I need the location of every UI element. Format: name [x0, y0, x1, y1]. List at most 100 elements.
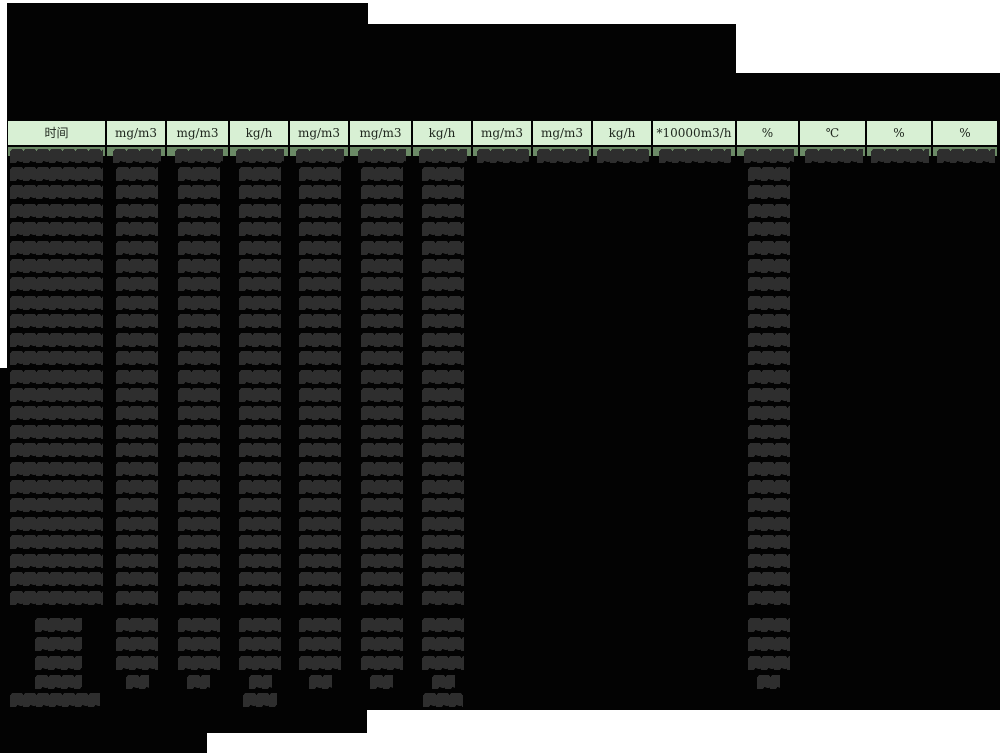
redacted-cell-value	[422, 314, 464, 329]
redacted-cell-value	[299, 222, 341, 237]
redacted-cell-value	[187, 675, 210, 689]
redacted-cell-value	[360, 387, 403, 402]
redacted-cell-value	[239, 314, 281, 329]
redacted-cell-value	[299, 553, 341, 568]
redacted-cell-value	[422, 406, 464, 421]
redacted-cell-value	[239, 185, 281, 200]
redacted-cell-value	[177, 351, 220, 366]
redacted-timestamp	[10, 535, 103, 550]
redacted-cell-value	[422, 369, 464, 384]
redacted-cell-value	[299, 295, 341, 310]
redacted-cell-value	[116, 480, 158, 495]
redacted-cell-value	[747, 369, 790, 384]
redacted-cell-value	[360, 351, 403, 366]
redacted-timestamp	[10, 240, 103, 255]
redacted-summary-label	[35, 656, 82, 670]
redacted-timestamp	[10, 203, 103, 218]
redacted-cell-value	[116, 443, 158, 458]
redacted-cell-value	[299, 185, 341, 200]
redacted-cell-value	[116, 637, 158, 651]
redacted-bottom-step-2	[0, 733, 207, 753]
redacted-cell-value	[239, 166, 281, 181]
redacted-cell-value	[360, 535, 403, 550]
redacted-cell-value	[299, 443, 341, 458]
redacted-cell-value	[239, 203, 281, 218]
redacted-cell-value	[116, 203, 158, 218]
redacted-cell-value	[422, 351, 464, 366]
column-header-unit-6: mg/m3	[350, 121, 411, 145]
redacted-timestamp	[10, 406, 103, 421]
redacted-cell-value	[177, 387, 220, 402]
redacted-timestamp	[10, 166, 103, 181]
redacted-cell-value	[422, 259, 464, 274]
redacted-cell-value	[360, 480, 403, 495]
redacted-footer-label	[10, 693, 100, 707]
redacted-cell-value	[116, 516, 158, 531]
redacted-cell-value	[747, 572, 790, 587]
redacted-cell-value	[116, 461, 158, 476]
redacted-cell-value	[747, 314, 790, 329]
redacted-cell-value	[239, 443, 281, 458]
redacted-cell-value	[239, 332, 281, 347]
redacted-timestamp	[10, 314, 103, 329]
redacted-timestamp	[10, 295, 103, 310]
redacted-cell-value	[116, 332, 158, 347]
redacted-cell-value	[360, 406, 403, 421]
column-header-unit-9: mg/m3	[533, 121, 591, 145]
redacted-cell-value	[239, 277, 281, 292]
redacted-cell-value	[116, 424, 158, 439]
redacted-table-body	[7, 147, 1000, 710]
redacted-cell-value	[116, 406, 158, 421]
redacted-cell-value	[422, 516, 464, 531]
redacted-cell-value	[747, 498, 790, 513]
redacted-cell-value	[871, 148, 929, 163]
redacted-cell-value	[243, 693, 277, 707]
redacted-cell-value	[239, 424, 281, 439]
redacted-cell-value	[422, 553, 464, 568]
redacted-left-margin-extension	[0, 368, 8, 710]
redacted-cell-value	[747, 553, 790, 568]
redacted-cell-value	[177, 553, 220, 568]
redacted-cell-value	[299, 351, 341, 366]
redacted-cell-value	[116, 166, 158, 181]
redacted-cell-value	[239, 618, 281, 632]
redacted-timestamp	[10, 148, 103, 163]
redacted-cell-value	[116, 351, 158, 366]
redacted-cell-value	[177, 240, 220, 255]
redacted-cell-value	[360, 424, 403, 439]
redacted-cell-value	[177, 461, 220, 476]
redacted-cell-value	[360, 443, 403, 458]
redacted-cell-value	[239, 240, 281, 255]
column-header-unit-15: %	[933, 121, 997, 145]
redacted-cell-value	[747, 332, 790, 347]
redacted-cell-value	[422, 656, 464, 670]
redacted-cell-value	[360, 240, 403, 255]
redacted-cell-value	[299, 637, 341, 651]
redacted-cell-value	[177, 369, 220, 384]
redacted-cell-value	[299, 656, 341, 670]
redacted-cell-value	[422, 498, 464, 513]
redacted-cell-value	[299, 406, 341, 421]
redacted-cell-value	[360, 277, 403, 292]
redacted-summary-label	[35, 618, 82, 632]
redacted-cell-value	[422, 277, 464, 292]
redacted-cell-value	[937, 148, 995, 163]
redacted-cell-value	[360, 185, 403, 200]
redacted-cell-value	[597, 148, 649, 163]
column-header-unit-8: mg/m3	[473, 121, 531, 145]
redacted-cell-value	[747, 387, 790, 402]
redacted-cell-value	[747, 259, 790, 274]
redacted-cell-value	[747, 185, 790, 200]
redacted-cell-value	[177, 166, 220, 181]
column-header-unit-13: ℃	[800, 121, 865, 145]
redacted-cell-value	[422, 295, 464, 310]
redacted-timestamp	[10, 222, 103, 237]
redacted-cell-value	[299, 277, 341, 292]
redacted-cell-value	[239, 572, 281, 587]
redacted-cell-value	[360, 637, 403, 651]
column-header-unit-2: mg/m3	[107, 121, 165, 145]
redacted-cell-value	[804, 148, 863, 163]
redacted-cell-value	[177, 480, 220, 495]
redacted-cell-value	[177, 516, 220, 531]
